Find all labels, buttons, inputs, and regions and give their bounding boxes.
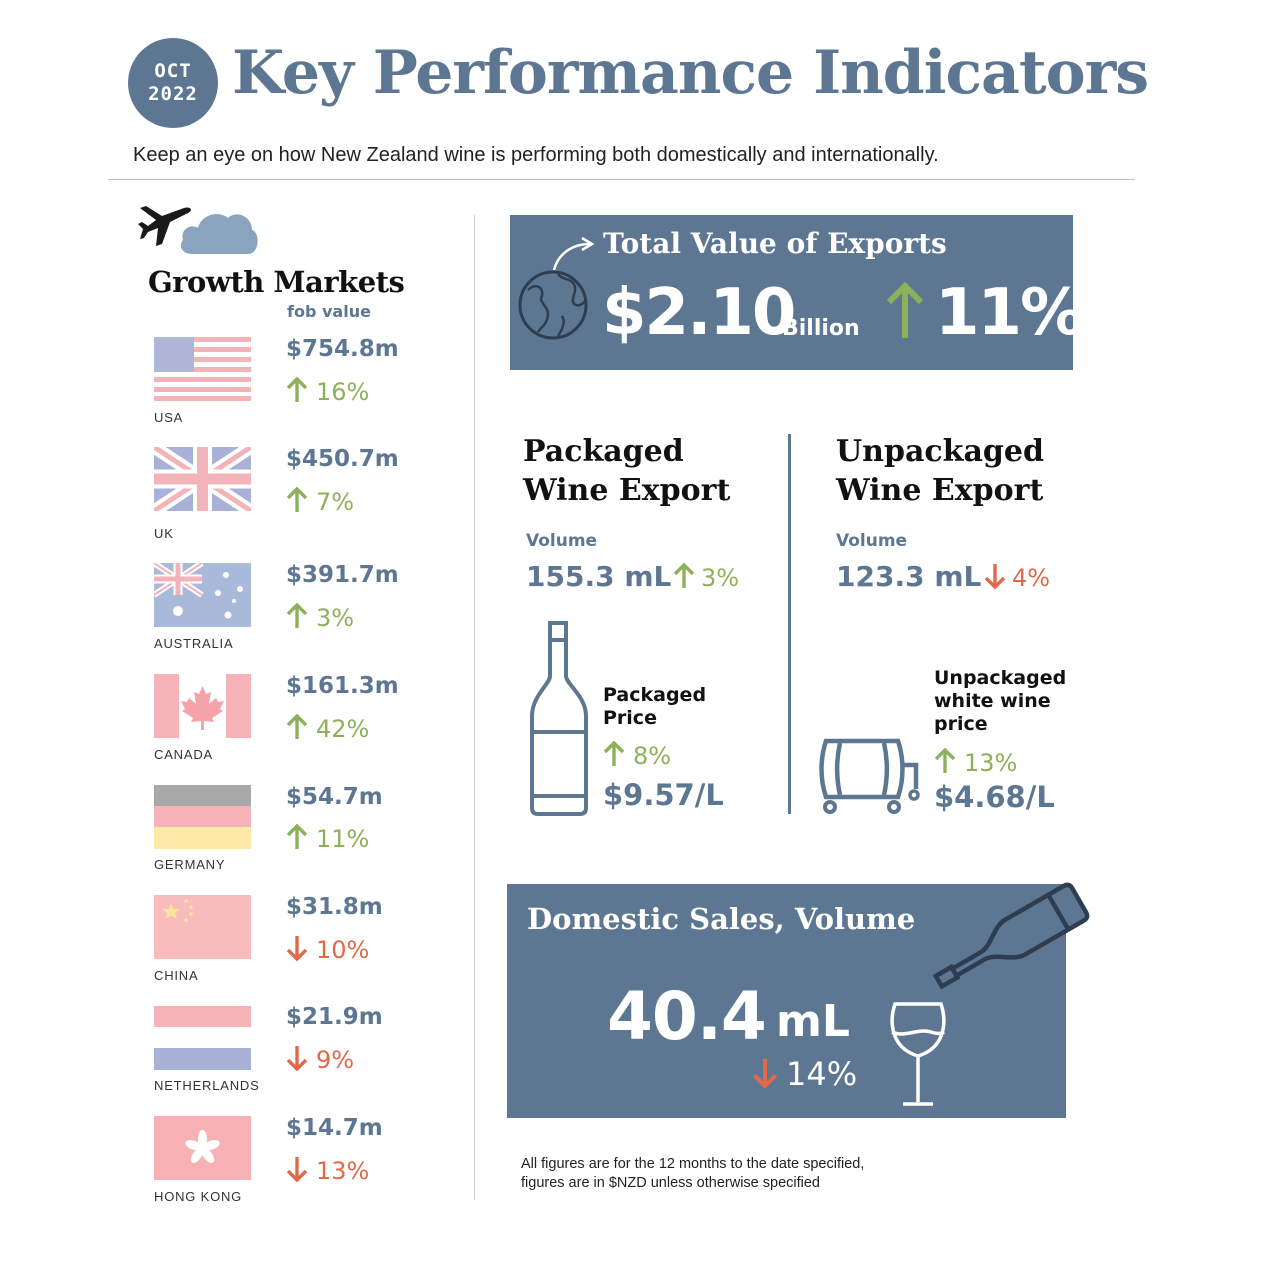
date-badge: OCT 2022 <box>128 38 218 128</box>
market-change-uk: 7% <box>286 487 354 516</box>
market-change-australia: 3% <box>286 603 354 632</box>
market-value-australia: $391.7m <box>286 562 399 588</box>
packaged-price-change: 8% <box>603 741 671 770</box>
market-value-usa: $754.8m <box>286 336 399 362</box>
packaged-price-label: Packaged Price <box>603 684 707 729</box>
unpackaged-volume-label: Volume <box>836 531 908 551</box>
market-change-netherlands: 9% <box>286 1045 354 1074</box>
market-value-uk: $450.7m <box>286 446 399 472</box>
down-arrow-icon <box>286 1045 308 1071</box>
country-label-canada: CANADA <box>154 747 213 762</box>
domestic-sales-change: 14% <box>752 1055 857 1093</box>
page-subtitle: Keep an eye on how New Zealand wine is p… <box>133 144 939 166</box>
uk-flag-icon <box>154 447 251 511</box>
market-value-china: $31.8m <box>286 894 383 920</box>
wine-glass-icon <box>890 1002 946 1106</box>
plane-cloud-icon <box>138 206 258 254</box>
country-label-netherlands: NETHERLANDS <box>154 1078 260 1093</box>
up-arrow-icon <box>286 487 308 513</box>
packaged-volume-value: 155.3 mL <box>526 560 672 593</box>
down-arrow-icon <box>286 1156 308 1182</box>
down-arrow-icon <box>286 935 308 961</box>
germany-flag-icon <box>154 785 251 849</box>
country-label-uk: UK <box>154 526 174 541</box>
total-exports-panel <box>510 215 1073 370</box>
date-year: 2022 <box>148 83 198 105</box>
up-arrow-icon <box>673 563 695 589</box>
up-arrow-icon <box>286 714 308 740</box>
unpackaged-price-value: $4.68/L <box>934 780 1055 814</box>
market-value-canada: $161.3m <box>286 673 399 699</box>
page-title: Key Performance Indicators <box>232 38 1149 108</box>
market-value-netherlands: $21.9m <box>286 1004 383 1030</box>
footnote: All figures are for the 12 months to the… <box>521 1156 865 1191</box>
up-arrow-icon <box>286 377 308 403</box>
usa-flag-icon <box>154 337 251 401</box>
market-change-germany: 11% <box>286 824 369 853</box>
domestic-sales-title: Domestic Sales, Volume <box>527 902 916 936</box>
packaged-price-value: $9.57/L <box>603 778 724 812</box>
up-arrow-icon <box>603 741 625 767</box>
up-arrow-icon <box>286 603 308 629</box>
market-change-usa: 16% <box>286 377 369 406</box>
market-change-hong-kong: 13% <box>286 1156 369 1185</box>
total-exports-value: $2.10 <box>602 276 796 350</box>
unpackaged-volume-change: 4% <box>984 563 1050 592</box>
canada-flag-icon <box>154 674 251 738</box>
unpackaged-volume-value: 123.3 mL <box>836 560 982 593</box>
country-label-germany: GERMANY <box>154 857 226 872</box>
market-value-germany: $54.7m <box>286 784 383 810</box>
market-change-china: 10% <box>286 935 369 964</box>
total-exports-unit: Billion <box>782 316 860 341</box>
export-column-divider <box>788 434 791 814</box>
unpackaged-title: Unpackaged Wine Export <box>836 434 1044 508</box>
up-arrow-icon <box>934 748 956 774</box>
total-exports-change: 11% <box>935 276 1084 350</box>
market-value-hong-kong: $14.7m <box>286 1115 383 1141</box>
domestic-sales-unit: mL <box>776 996 850 1047</box>
australia-flag-icon <box>154 563 251 627</box>
unpackaged-price-change: 13% <box>934 748 1017 777</box>
up-arrow-icon <box>286 824 308 850</box>
netherlands-flag-icon <box>154 1006 251 1070</box>
packaged-title: Packaged Wine Export <box>523 434 731 508</box>
header-divider <box>108 179 1135 180</box>
date-month: OCT <box>154 60 192 82</box>
hong-kong-flag-icon <box>154 1116 251 1180</box>
country-label-hong-kong: HONG KONG <box>154 1189 243 1204</box>
wine-bottle-icon <box>530 621 588 816</box>
globe-icon <box>518 236 595 340</box>
country-label-china: CHINA <box>154 968 199 983</box>
pouring-bottle-icon <box>932 882 1090 990</box>
up-arrow-icon <box>886 282 924 338</box>
down-arrow-icon <box>984 563 1006 589</box>
china-flag-icon <box>154 895 251 959</box>
country-label-australia: AUSTRALIA <box>154 636 234 651</box>
growth-markets-subtitle: fob value <box>287 302 371 321</box>
domestic-sales-panel <box>507 884 1066 1118</box>
growth-markets-title: Growth Markets <box>148 265 405 299</box>
down-arrow-icon <box>752 1057 778 1089</box>
packaged-volume-change: 3% <box>673 563 739 592</box>
country-label-usa: USA <box>154 410 184 425</box>
column-divider <box>474 215 475 1200</box>
packaged-volume-label: Volume <box>526 531 598 551</box>
market-change-canada: 42% <box>286 714 369 743</box>
unpackaged-price-label: Unpackaged white wine price <box>934 667 1067 735</box>
domestic-sales-value: 40.4 <box>607 978 767 1055</box>
wine-barrel-icon <box>819 738 920 814</box>
total-exports-title: Total Value of Exports <box>603 227 947 260</box>
